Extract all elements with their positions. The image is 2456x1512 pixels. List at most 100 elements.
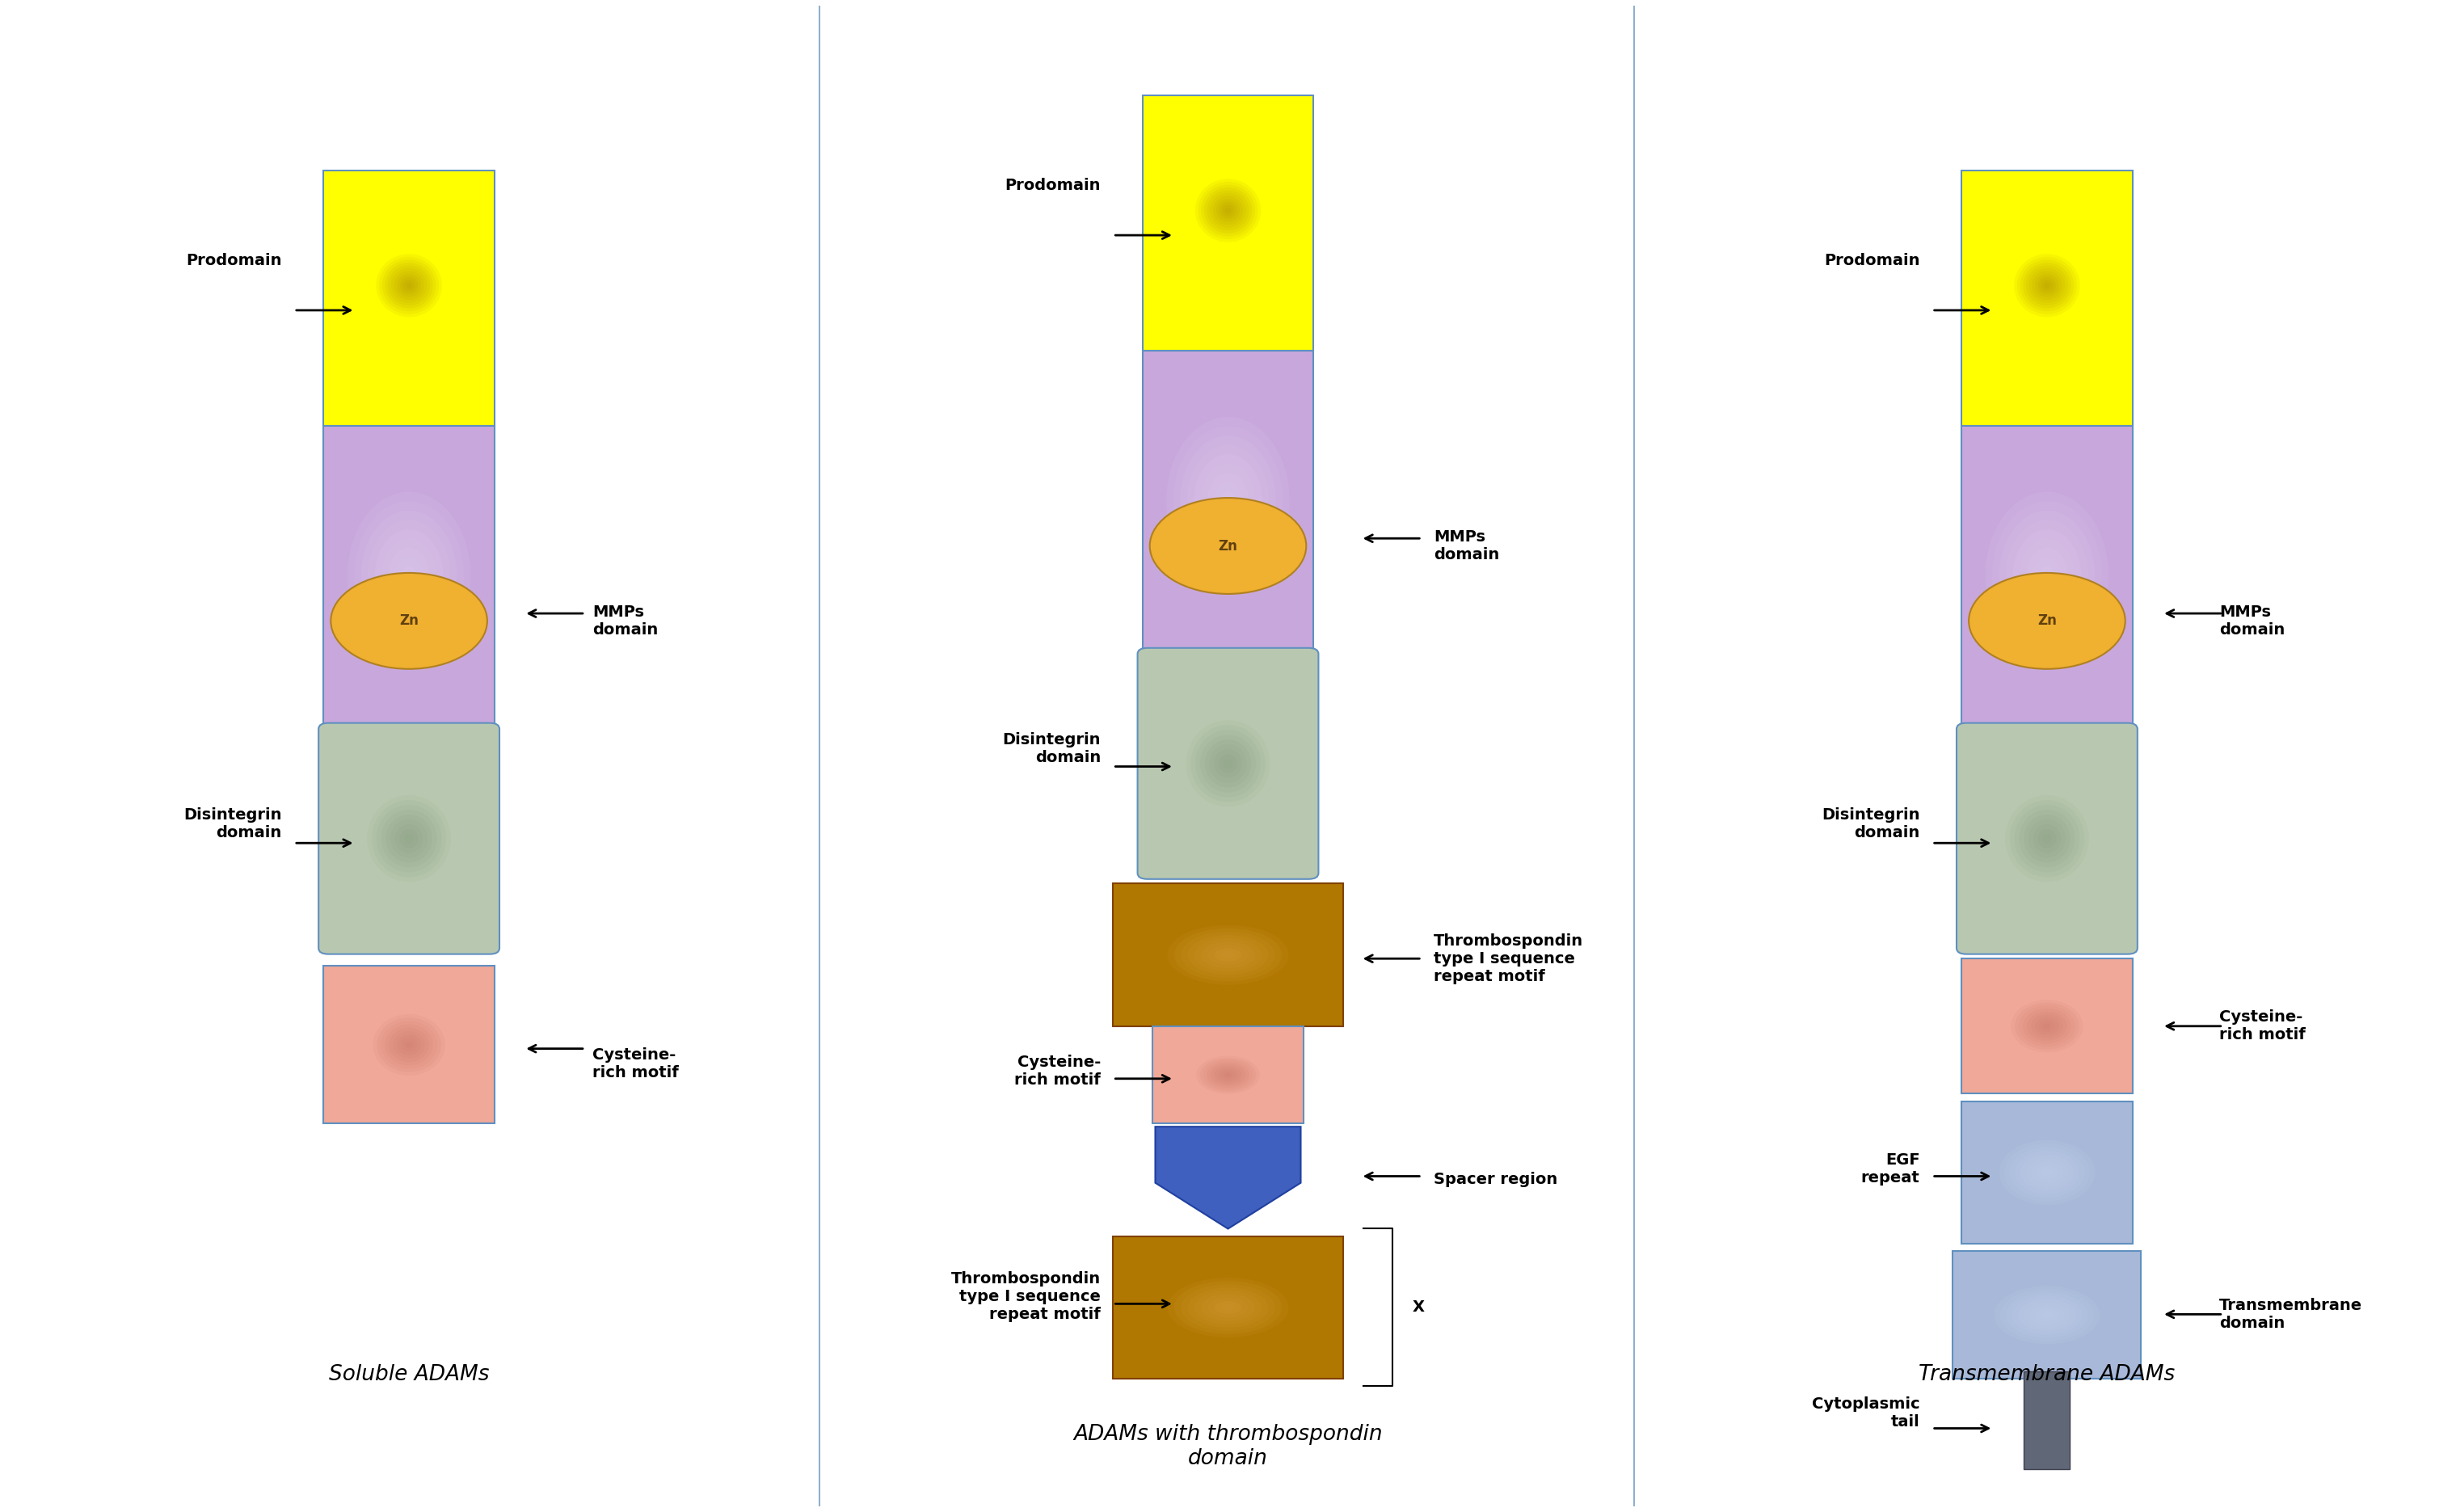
Ellipse shape: [381, 1021, 437, 1069]
Ellipse shape: [2014, 1151, 2078, 1194]
Ellipse shape: [1174, 1281, 1282, 1334]
Bar: [1962, 1101, 2132, 1244]
Ellipse shape: [2029, 820, 2065, 857]
Text: Cytoplasmic
tail: Cytoplasmic tail: [1813, 1397, 1921, 1430]
Ellipse shape: [391, 268, 427, 302]
Bar: [2024, 1371, 2070, 1468]
Ellipse shape: [1213, 748, 1243, 779]
Ellipse shape: [2007, 1293, 2088, 1338]
Ellipse shape: [2019, 1299, 2075, 1331]
Bar: [324, 426, 494, 726]
Text: Disintegrin
domain: Disintegrin domain: [184, 807, 282, 841]
Ellipse shape: [1201, 942, 1255, 968]
Ellipse shape: [1208, 473, 1248, 529]
Ellipse shape: [405, 1042, 413, 1048]
Ellipse shape: [400, 829, 418, 848]
FancyBboxPatch shape: [319, 723, 499, 954]
Ellipse shape: [2041, 567, 2053, 585]
Ellipse shape: [2007, 520, 2088, 632]
Ellipse shape: [2004, 795, 2090, 881]
Ellipse shape: [2029, 268, 2065, 302]
Ellipse shape: [368, 520, 449, 632]
Ellipse shape: [2026, 266, 2068, 305]
Text: Disintegrin
domain: Disintegrin domain: [1002, 732, 1100, 765]
Text: EGF
repeat: EGF repeat: [1862, 1152, 1921, 1185]
Ellipse shape: [1206, 1063, 1250, 1087]
Ellipse shape: [2041, 280, 2053, 292]
Ellipse shape: [2014, 804, 2080, 872]
Ellipse shape: [2024, 1009, 2070, 1043]
Ellipse shape: [2011, 1296, 2083, 1335]
Text: Zn: Zn: [1218, 538, 1238, 553]
Ellipse shape: [2029, 1305, 2065, 1325]
Ellipse shape: [1201, 464, 1255, 538]
Ellipse shape: [2014, 1002, 2080, 1049]
Ellipse shape: [403, 280, 415, 292]
Ellipse shape: [1208, 945, 1248, 965]
Ellipse shape: [1179, 435, 1277, 565]
Text: Prodomain: Prodomain: [1825, 253, 1921, 269]
Ellipse shape: [386, 1025, 432, 1066]
Ellipse shape: [1203, 187, 1253, 233]
Ellipse shape: [2016, 257, 2078, 314]
Ellipse shape: [1199, 181, 1257, 239]
Ellipse shape: [1194, 939, 1262, 972]
Ellipse shape: [2034, 558, 2061, 594]
Ellipse shape: [1167, 925, 1289, 984]
Ellipse shape: [361, 511, 457, 641]
Ellipse shape: [2031, 1161, 2063, 1184]
Ellipse shape: [2024, 1302, 2070, 1328]
Ellipse shape: [2024, 815, 2070, 863]
Ellipse shape: [395, 558, 422, 594]
Text: Cysteine-
rich motif: Cysteine- rich motif: [1014, 1054, 1100, 1087]
Ellipse shape: [1189, 934, 1267, 975]
Text: Spacer region: Spacer region: [1434, 1172, 1557, 1187]
Ellipse shape: [1194, 454, 1262, 547]
Text: Thrombospondin
type I sequence
repeat motif: Thrombospondin type I sequence repeat mo…: [1434, 933, 1584, 984]
Ellipse shape: [2036, 1308, 2058, 1321]
Ellipse shape: [1984, 491, 2110, 659]
Ellipse shape: [1201, 735, 1255, 792]
Ellipse shape: [383, 260, 437, 311]
Ellipse shape: [376, 254, 442, 318]
Ellipse shape: [2019, 1005, 2075, 1046]
Ellipse shape: [354, 500, 464, 650]
Ellipse shape: [398, 274, 420, 296]
Bar: [1953, 1252, 2142, 1379]
Text: Prodomain: Prodomain: [187, 253, 282, 269]
Ellipse shape: [400, 277, 418, 295]
Ellipse shape: [386, 263, 432, 308]
Ellipse shape: [2038, 829, 2056, 848]
Bar: [1113, 883, 1343, 1027]
Ellipse shape: [1174, 928, 1282, 981]
Ellipse shape: [1223, 759, 1233, 768]
Ellipse shape: [376, 529, 442, 623]
Ellipse shape: [395, 824, 422, 853]
Ellipse shape: [1211, 1064, 1245, 1086]
Text: Cysteine-
rich motif: Cysteine- rich motif: [592, 1048, 678, 1080]
Text: Prodomain: Prodomain: [1005, 178, 1100, 194]
Ellipse shape: [1213, 482, 1243, 520]
Ellipse shape: [393, 271, 425, 299]
Ellipse shape: [1201, 184, 1255, 236]
Text: Soluble ADAMs: Soluble ADAMs: [329, 1364, 489, 1385]
Ellipse shape: [376, 804, 442, 872]
Ellipse shape: [388, 547, 430, 603]
Ellipse shape: [1223, 204, 1233, 216]
Ellipse shape: [1201, 1294, 1255, 1321]
Ellipse shape: [386, 815, 432, 863]
Ellipse shape: [1181, 1284, 1275, 1331]
Text: Thrombospondin
type I sequence
repeat motif: Thrombospondin type I sequence repeat mo…: [950, 1270, 1100, 1321]
Text: Zn: Zn: [400, 614, 418, 627]
Circle shape: [1149, 497, 1307, 594]
Ellipse shape: [1216, 948, 1240, 962]
Text: Cysteine-
rich motif: Cysteine- rich motif: [2220, 1010, 2306, 1043]
Ellipse shape: [1218, 203, 1238, 219]
Ellipse shape: [1199, 1058, 1257, 1092]
Ellipse shape: [1196, 730, 1260, 797]
Ellipse shape: [2036, 1166, 2058, 1179]
Ellipse shape: [1203, 1060, 1253, 1090]
Ellipse shape: [381, 538, 437, 614]
Text: MMPs
domain: MMPs domain: [1434, 529, 1501, 562]
Ellipse shape: [1167, 1278, 1289, 1338]
